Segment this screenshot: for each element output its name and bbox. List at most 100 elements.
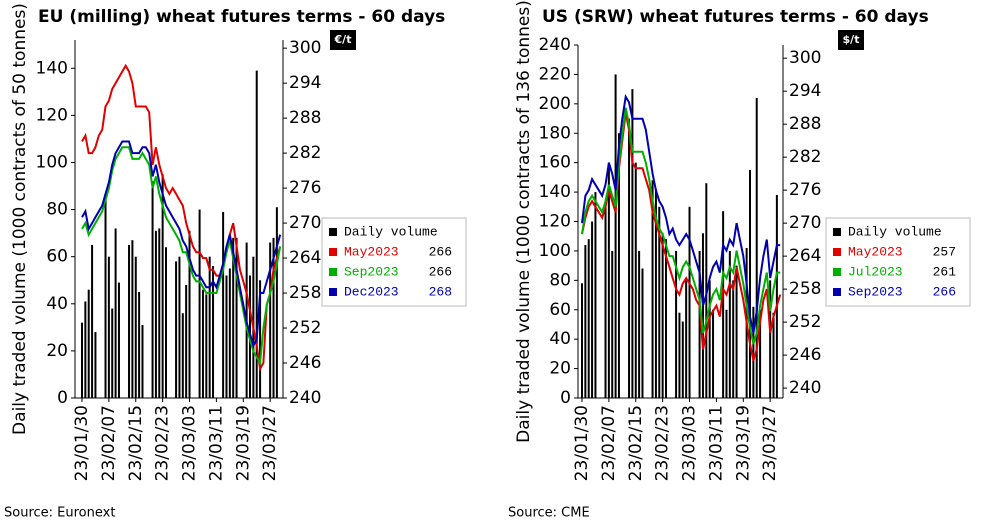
source: Source: Euronext [4, 506, 115, 521]
volume-bar [134, 256, 137, 398]
y-tick-label: 40 [46, 294, 68, 314]
legend-swatch [329, 288, 337, 296]
volume-bar [661, 233, 664, 398]
volume-bar [212, 266, 215, 398]
x-tick-label: 23/03/11 [206, 405, 226, 481]
x-tick-label: 23/02/23 [153, 405, 173, 481]
y2-tick-label: 246 [289, 353, 321, 373]
volume-bar [752, 306, 755, 398]
volume-bar [272, 237, 275, 398]
y-tick-label: 140 [539, 182, 571, 202]
volume-bar [678, 312, 681, 398]
volume-bar [269, 242, 272, 398]
volume-bar [151, 181, 154, 398]
y-axis-label: Daily traded volume (1000 contracts of 1… [514, 0, 534, 443]
y2-axis-label: €/t [334, 33, 352, 46]
volume-bar [114, 228, 117, 398]
volume-bar [759, 309, 762, 398]
volume-bar [732, 280, 735, 398]
volume-bar [87, 289, 90, 398]
volume-bar [188, 230, 191, 398]
volume-bar [628, 118, 631, 399]
volume-bar [749, 170, 751, 398]
y2-tick-label: 294 [789, 81, 821, 101]
y-tick-label: 180 [539, 123, 571, 143]
volume-bar [107, 256, 110, 398]
volume-bar [631, 89, 634, 398]
legend-name: Daily volume [344, 224, 438, 239]
y-tick-label: 20 [46, 341, 68, 361]
legend-name: Sep2023 [848, 284, 903, 299]
volume-bar [584, 245, 587, 398]
y2-tick-label: 264 [289, 248, 321, 268]
legend-name: May2023 [344, 244, 399, 259]
volume-bar [607, 162, 610, 398]
chart-title: US (SRW) wheat futures terms - 60 days [542, 7, 929, 27]
volume-bar [175, 261, 178, 398]
y2-tick-label: 276 [289, 178, 321, 198]
unit-badge [330, 30, 356, 50]
y2-tick-label: 276 [789, 180, 821, 200]
legend-value: 266 [429, 244, 452, 259]
volume-bar [708, 280, 711, 398]
volume-bar [614, 74, 617, 399]
legend-value: 266 [429, 264, 452, 279]
price-line [81, 63, 282, 372]
y-tick-label: 220 [539, 64, 571, 84]
legend-box [825, 217, 971, 307]
volume-bar [675, 250, 678, 398]
x-tick-label: 23/02/07 [599, 405, 619, 481]
x-tick-label: 23/01/30 [72, 405, 92, 481]
x-tick-label: 23/03/11 [706, 405, 726, 481]
volume-bar [81, 322, 83, 398]
volume-bar [685, 280, 688, 398]
volume-bar [634, 162, 637, 398]
volume-bar [581, 283, 583, 398]
volume-bar [712, 309, 715, 398]
volume-bar [688, 206, 691, 398]
volume-bar [131, 240, 134, 398]
legend-value: 257 [933, 244, 956, 259]
volume-bar [728, 250, 731, 398]
volume-bar [772, 312, 775, 398]
source: Source: CME [508, 506, 590, 521]
y-axis-label: Daily traded volume (1000 contracts of 5… [10, 3, 30, 435]
x-tick-label: 23/03/19 [233, 405, 253, 481]
volume-bar [232, 237, 235, 398]
y2-tick-label: 270 [789, 213, 821, 233]
legend-swatch [329, 268, 337, 276]
legend-value: 268 [429, 284, 452, 299]
x-tick-label: 23/03/27 [260, 405, 280, 481]
y2-tick-label: 246 [789, 345, 821, 365]
volume-bar [604, 206, 607, 398]
x-tick-label: 23/02/23 [653, 405, 673, 481]
legend-box [321, 217, 467, 307]
volume-bar [141, 324, 144, 398]
y2-tick-label: 282 [289, 143, 321, 163]
y2-tick-label: 300 [289, 38, 321, 58]
y2-tick-label: 252 [789, 312, 821, 332]
volume-bar [617, 133, 620, 398]
volume-bar [128, 244, 131, 398]
volume-bar [185, 284, 188, 398]
y-tick-label: 20 [549, 359, 571, 379]
y-tick-label: 80 [549, 270, 571, 290]
x-tick-label: 23/03/03 [180, 405, 200, 481]
volume-bar [651, 180, 654, 398]
price-line [581, 113, 782, 361]
legend-swatch [329, 228, 337, 236]
x-tick-label: 23/03/27 [760, 405, 780, 481]
price-line [81, 146, 282, 367]
y2-tick-label: 252 [289, 318, 321, 338]
chart-title: EU (milling) wheat futures terms - 60 da… [38, 7, 445, 27]
volume-bar [104, 195, 107, 398]
volume-bar [225, 275, 228, 398]
legend-swatch [833, 268, 841, 276]
y2-tick-label: 240 [789, 378, 821, 398]
volume-bar [208, 256, 211, 398]
volume-bar [611, 250, 614, 398]
legend-swatch [833, 288, 841, 296]
volume-bar [735, 265, 738, 398]
volume-bar [259, 280, 262, 398]
volume-bar [154, 230, 157, 398]
